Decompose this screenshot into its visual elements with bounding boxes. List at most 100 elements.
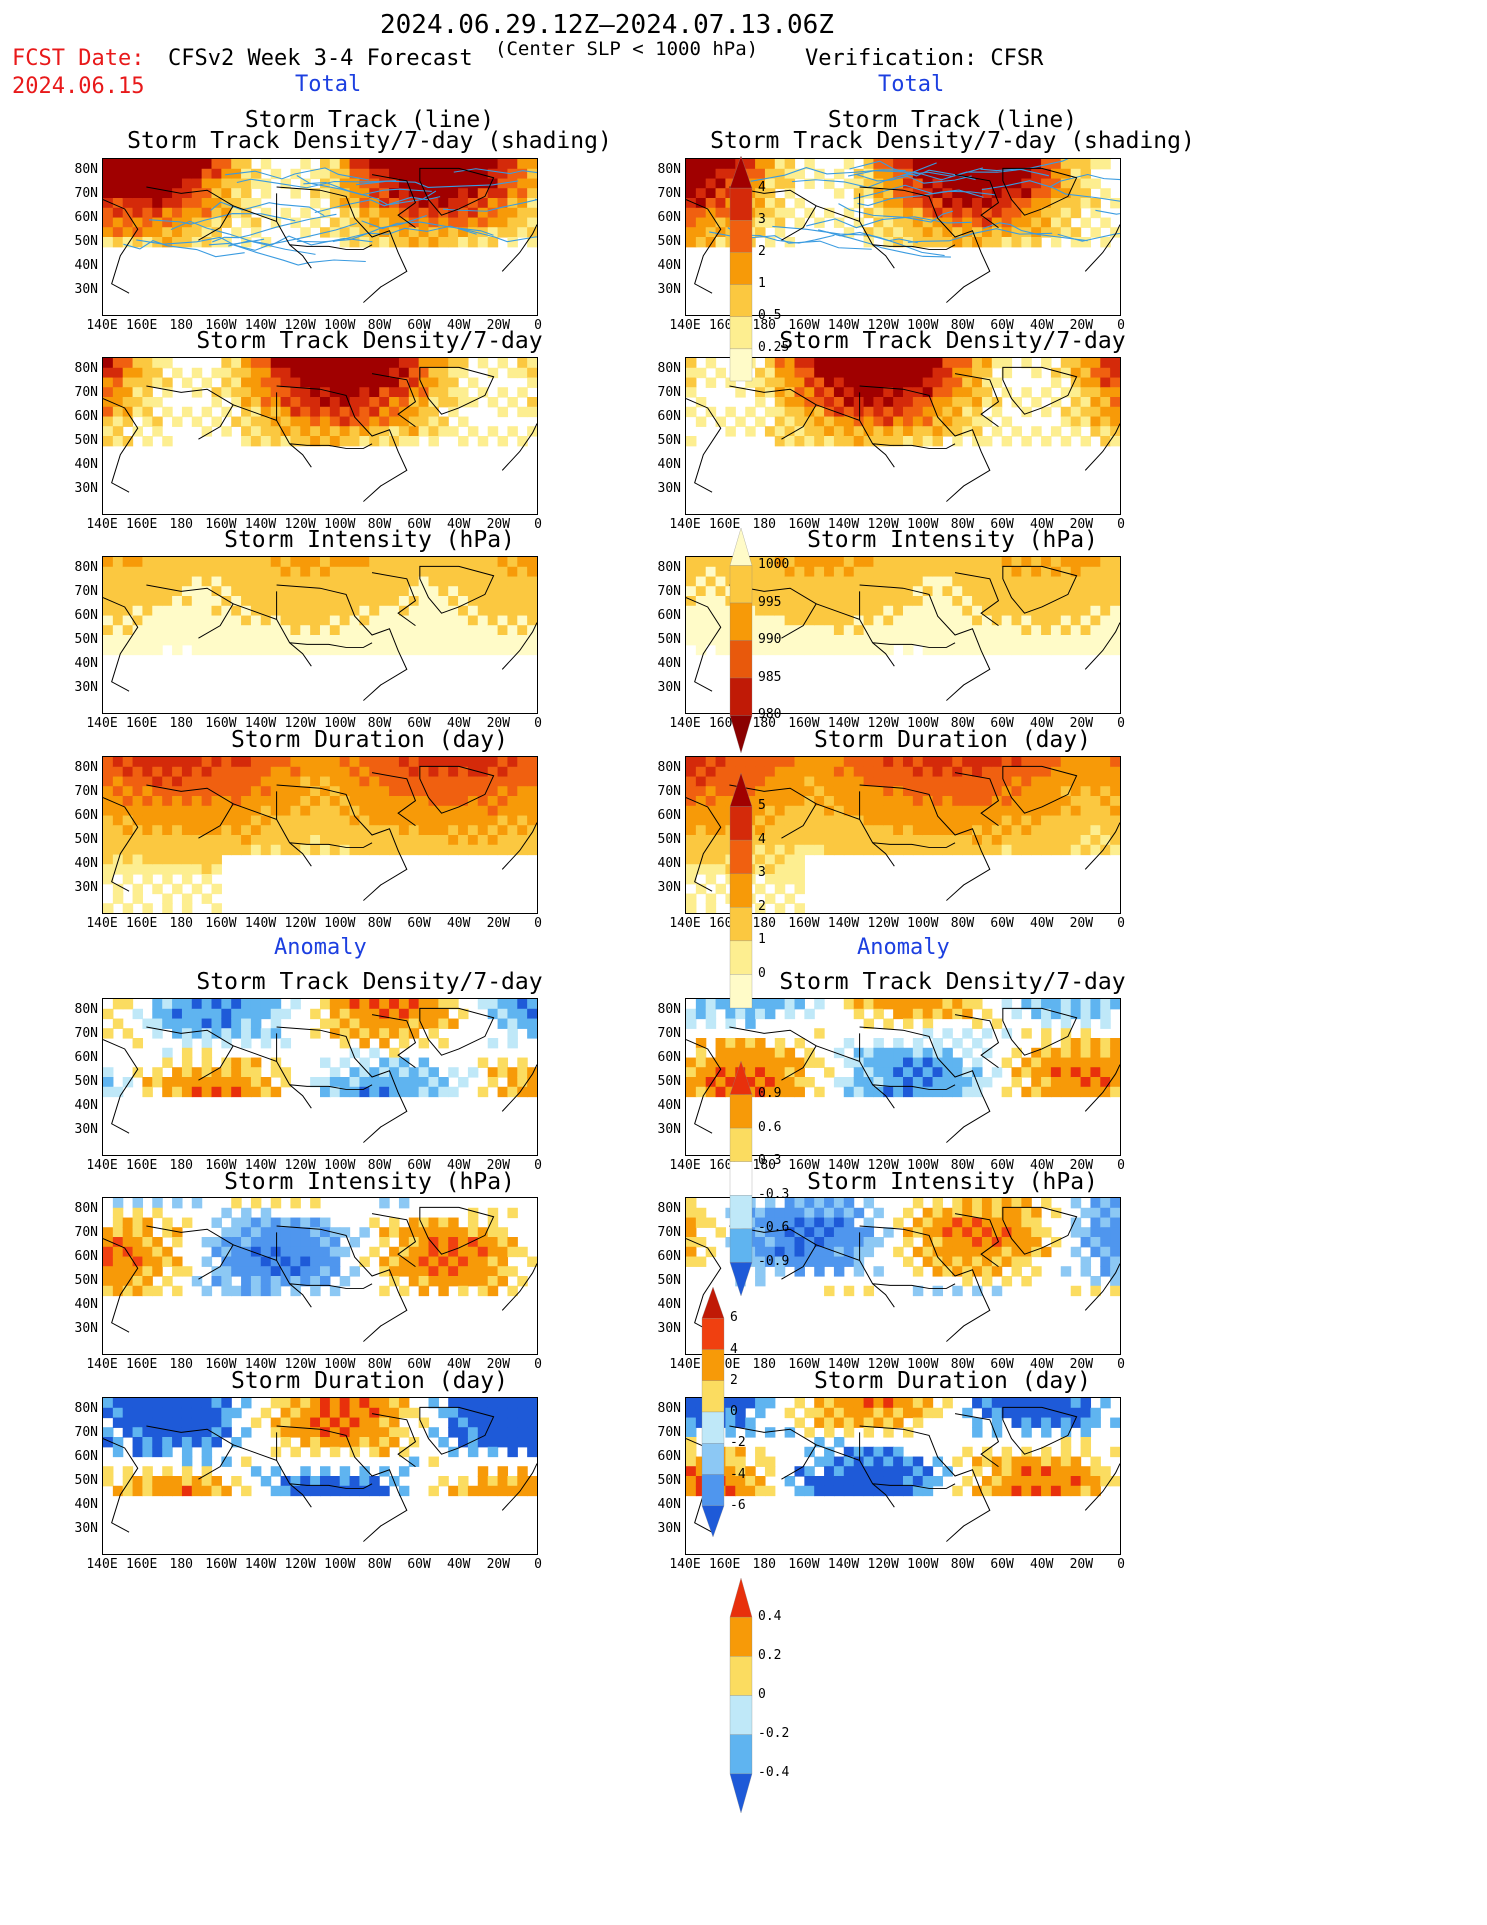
lat-tick-label: 70N: [74, 186, 98, 201]
lon-tick-label: 20W: [486, 916, 511, 931]
lat-tick-label: 30N: [74, 880, 98, 895]
lon-tick-label: 40W: [446, 318, 471, 333]
colorbar-label: 5: [758, 798, 766, 814]
lat-tick-label: 50N: [657, 433, 681, 448]
lat-tick-label: 50N: [657, 1074, 681, 1089]
lat-tick-label: 80N: [657, 1201, 681, 1216]
lat-tick-label: 80N: [74, 560, 98, 575]
lat-tick-label: 70N: [657, 385, 681, 400]
lon-tick-label: 40W: [446, 716, 471, 731]
lat-tick-label: 70N: [657, 584, 681, 599]
lon-tick-label: 40W: [1029, 716, 1054, 731]
lon-tick-label: 80W: [367, 1557, 392, 1572]
lat-tick-label: 60N: [657, 1249, 681, 1264]
lon-tick-label: 40W: [1029, 1557, 1054, 1572]
lon-tick-label: 20W: [486, 1557, 511, 1572]
lon-tick-label: 140W: [244, 318, 277, 333]
lon-tick-label: 80W: [950, 916, 975, 931]
lon-tick-label: 180: [169, 916, 193, 931]
colorbar-segment: [729, 564, 753, 603]
density-colorbar: [729, 155, 753, 381]
duration-colorbar: [729, 772, 753, 1008]
lon-tick-label: 120W: [284, 716, 316, 731]
lon-tick-label: 100W: [324, 517, 356, 532]
colorbar-label: -0.4: [758, 1765, 790, 1781]
right-intensity-anomaly-map: [685, 1197, 1121, 1355]
lat-tick-label: 60N: [74, 1449, 98, 1464]
colorbar-segment: [729, 348, 753, 381]
colorbar-segment: [729, 1655, 753, 1696]
lat-tick-label: 50N: [74, 1074, 98, 1089]
lon-tick-label: 180: [169, 1357, 193, 1372]
colorbar-segment: [729, 1060, 753, 1095]
colorbar-label: 1: [758, 932, 766, 948]
lon-tick-label: 0: [1117, 1158, 1125, 1173]
colorbar-segment: [729, 1734, 753, 1774]
colorbar-label: -0.3: [758, 1186, 790, 1202]
right-density-anomaly-map: [685, 998, 1121, 1156]
colorbar-segment: [701, 1505, 725, 1538]
map-field: [686, 1398, 1120, 1542]
lat-tick-label: 30N: [657, 880, 681, 895]
lon-tick-label: 160W: [788, 916, 820, 931]
lat-tick-label: 80N: [657, 1401, 681, 1416]
lat-tick-label: 30N: [657, 1521, 681, 1536]
map-field: [686, 999, 1120, 1143]
lon-tick-label: 160W: [205, 1357, 237, 1372]
lon-tick-label: 100W: [907, 1557, 939, 1572]
panel-title-left-track-shading: Storm Track Density/7-day (shading): [127, 128, 612, 154]
panel-title-left-density: Storm Track Density/7-day: [196, 328, 543, 354]
lat-tick-label: 40N: [657, 1297, 681, 1312]
panel-title-right-duration-anom: Storm Duration (day): [814, 1368, 1091, 1394]
map-field: [103, 757, 537, 913]
duration-anomaly-colorbar: [729, 1577, 753, 1814]
lon-tick-label: 140W: [827, 916, 860, 931]
lon-tick-label: 160W: [788, 1158, 820, 1173]
map-field: [103, 557, 537, 701]
lon-tick-label: 160E: [708, 517, 741, 532]
lat-tick-label: 60N: [74, 409, 98, 424]
lat-tick-label: 60N: [74, 210, 98, 225]
lat-tick-label: 70N: [74, 784, 98, 799]
map-field: [686, 358, 1120, 502]
colorbar-segment: [729, 1127, 753, 1162]
lon-tick-label: 80W: [950, 318, 975, 333]
lat-tick-label: 40N: [74, 1098, 98, 1113]
fcst-date-label: FCST Date:: [12, 46, 145, 71]
lon-tick-label: 60W: [407, 716, 431, 731]
lon-tick-label: 40W: [1029, 517, 1054, 532]
lat-tick-label: 40N: [74, 856, 98, 871]
colorbar-segment: [729, 155, 753, 188]
panel-title-right-density-anom: Storm Track Density/7-day: [779, 969, 1126, 995]
colorbar-label: 0: [758, 965, 766, 981]
colorbar-label: 2: [730, 1372, 738, 1388]
lon-tick-label: 0: [534, 1357, 542, 1372]
lat-tick-label: 50N: [74, 832, 98, 847]
lon-tick-label: 0: [534, 517, 542, 532]
panel-title-left-density-anom: Storm Track Density/7-day: [196, 969, 543, 995]
lat-tick-label: 80N: [657, 361, 681, 376]
lat-tick-label: 40N: [657, 1497, 681, 1512]
lat-tick-label: 40N: [657, 1098, 681, 1113]
lat-tick-label: 70N: [657, 1425, 681, 1440]
colorbar-segment: [729, 940, 753, 975]
colorbar-label: 0.3: [758, 1153, 782, 1169]
lon-tick-label: 20W: [486, 716, 511, 731]
lon-tick-label: 180: [752, 1158, 776, 1173]
lat-tick-label: 60N: [657, 1449, 681, 1464]
lon-tick-label: 20W: [1069, 517, 1094, 532]
lat-tick-label: 50N: [657, 632, 681, 647]
lon-tick-label: 80W: [950, 1557, 975, 1572]
lon-tick-label: 80W: [950, 1357, 975, 1372]
lon-tick-label: 180: [752, 517, 776, 532]
colorbar-segment: [729, 1694, 753, 1735]
colorbar-label: 995: [758, 594, 782, 610]
lon-tick-label: 60W: [990, 318, 1014, 333]
colorbar-segment: [729, 906, 753, 941]
lon-tick-label: 40W: [1029, 1158, 1054, 1173]
colorbar-segment: [729, 219, 753, 253]
lon-tick-label: 40W: [446, 1557, 471, 1572]
lat-tick-label: 70N: [74, 1225, 98, 1240]
lat-tick-label: 60N: [74, 808, 98, 823]
colorbar-segment: [729, 251, 753, 285]
